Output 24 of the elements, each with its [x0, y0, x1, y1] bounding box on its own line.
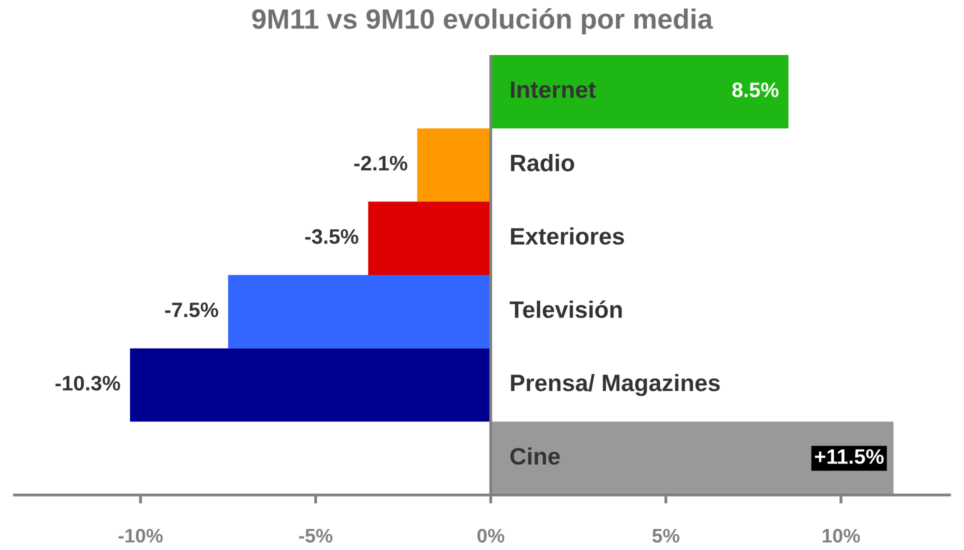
x-tick-label: -10%: [118, 528, 163, 543]
bar: [417, 128, 491, 202]
x-tick-label: 10%: [822, 528, 860, 543]
x-tick-label: -5%: [299, 528, 332, 543]
bar: [130, 348, 491, 422]
chart-title: 9M11 vs 9M10 evolución por media: [252, 8, 713, 34]
y-tick-label: Internet: [511, 82, 596, 98]
data-label: -7.5%: [165, 302, 218, 318]
bar: [490, 55, 788, 128]
y-tick-label: Prensa/ Magazines: [511, 374, 720, 396]
x-tick-label: 0%: [477, 528, 504, 543]
y-tick-label: Exteriores: [511, 227, 624, 245]
bar: [228, 275, 491, 348]
y-tick-label: Radio: [511, 154, 574, 172]
bar: [490, 422, 894, 495]
data-label: +11.5%: [814, 449, 884, 464]
data-label: 8.5%: [732, 82, 779, 98]
data-label: -10.3%: [55, 376, 120, 391]
y-tick-label: Cine: [510, 447, 560, 465]
data-label: -2.1%: [354, 156, 408, 171]
y-tick-label: Televisión: [510, 300, 622, 318]
data-label: -3.5%: [305, 229, 358, 244]
x-tick-label: 5%: [652, 528, 680, 543]
bar: [368, 202, 491, 275]
